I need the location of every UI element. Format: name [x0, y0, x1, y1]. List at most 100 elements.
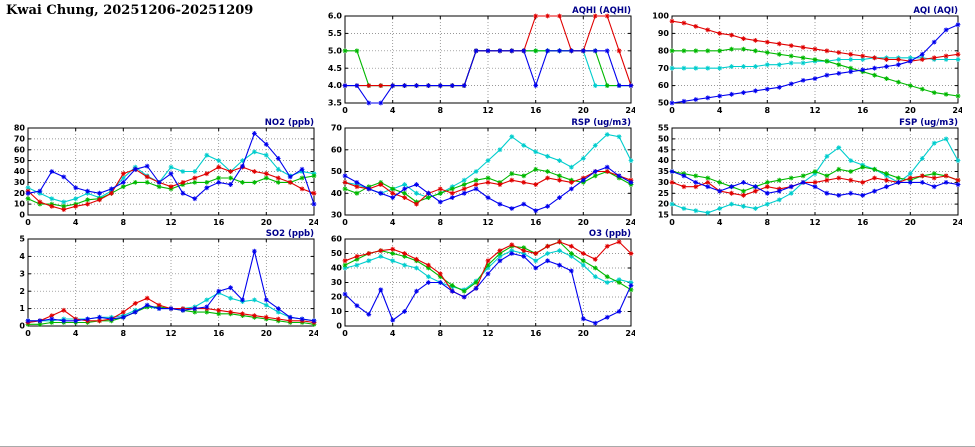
svg-text:70: 70 — [14, 135, 26, 144]
svg-text:40: 40 — [331, 264, 343, 273]
svg-text:8: 8 — [438, 329, 444, 338]
svg-text:30: 30 — [331, 211, 343, 220]
svg-text:12: 12 — [165, 218, 176, 227]
svg-text:8: 8 — [121, 218, 127, 227]
svg-text:16: 16 — [857, 106, 869, 115]
svg-text:10: 10 — [14, 200, 26, 209]
svg-text:20: 20 — [14, 189, 26, 198]
svg-text:4: 4 — [73, 329, 79, 338]
svg-text:4.5: 4.5 — [328, 64, 343, 73]
chart-fsp: 0 4 8 12 16 20 24 15 20 25 30 35 40 45 50 55 FSP (ug/m3) — [646, 116, 964, 230]
svg-text:24: 24 — [625, 106, 635, 115]
svg-text:20: 20 — [905, 106, 917, 115]
svg-text:1: 1 — [19, 304, 25, 313]
svg-text:24: 24 — [625, 329, 635, 338]
svg-text:24: 24 — [952, 218, 962, 227]
svg-text:20: 20 — [658, 200, 670, 209]
svg-text:40: 40 — [14, 167, 26, 176]
svg-text:20: 20 — [905, 218, 917, 227]
svg-text:30: 30 — [331, 278, 343, 287]
svg-text:80: 80 — [14, 124, 26, 133]
svg-text:35: 35 — [658, 167, 670, 176]
svg-text:FSP (ug/m3): FSP (ug/m3) — [899, 118, 958, 128]
svg-text:12: 12 — [165, 329, 176, 338]
chart-rsp: 0 4 8 12 16 20 24 30 40 50 60 70 RSP (ug/m3) — [319, 116, 637, 230]
svg-text:12: 12 — [809, 218, 820, 227]
svg-text:16: 16 — [213, 218, 225, 227]
svg-text:4: 4 — [390, 106, 396, 115]
svg-text:0: 0 — [342, 106, 348, 115]
svg-text:4: 4 — [390, 329, 396, 338]
svg-text:12: 12 — [482, 329, 493, 338]
svg-text:6.0: 6.0 — [328, 12, 343, 21]
svg-text:90: 90 — [658, 29, 670, 38]
svg-text:3.5: 3.5 — [328, 99, 343, 108]
svg-text:50: 50 — [658, 135, 670, 144]
svg-text:SO2 (ppb): SO2 (ppb) — [266, 229, 314, 239]
svg-text:40: 40 — [658, 156, 670, 165]
svg-text:4: 4 — [390, 218, 396, 227]
svg-text:45: 45 — [658, 145, 670, 154]
page-title: Kwai Chung, 20251206-20251209 — [6, 3, 254, 18]
svg-text:55: 55 — [658, 124, 670, 133]
svg-text:16: 16 — [857, 218, 869, 227]
svg-text:AQHI (AQHI): AQHI (AQHI) — [572, 6, 631, 16]
svg-text:50: 50 — [331, 167, 343, 176]
svg-text:16: 16 — [213, 329, 225, 338]
svg-text:60: 60 — [331, 235, 343, 244]
chart-no2: 0 4 8 12 16 20 24 0 10 20 30 40 50 60 70 80 NO2 (ppb) — [2, 116, 320, 230]
svg-text:20: 20 — [261, 218, 273, 227]
svg-text:RSP (ug/m3): RSP (ug/m3) — [571, 118, 631, 128]
svg-text:3: 3 — [19, 269, 25, 278]
svg-text:40: 40 — [331, 189, 343, 198]
svg-text:60: 60 — [658, 81, 670, 90]
svg-text:12: 12 — [809, 106, 820, 115]
svg-text:80: 80 — [658, 46, 670, 55]
svg-text:8: 8 — [438, 106, 444, 115]
svg-text:50: 50 — [658, 99, 670, 108]
svg-text:24: 24 — [308, 218, 318, 227]
svg-text:70: 70 — [331, 124, 343, 133]
svg-text:0: 0 — [669, 106, 675, 115]
chart-aqhi: 0 4 8 12 16 20 24 3.5 4.0 4.5 5.0 5.5 6.0 AQHI (AQHI) — [319, 4, 637, 118]
svg-text:24: 24 — [952, 106, 962, 115]
svg-text:60: 60 — [14, 145, 26, 154]
svg-text:100: 100 — [652, 12, 669, 21]
svg-text:70: 70 — [658, 64, 670, 73]
svg-text:20: 20 — [578, 329, 590, 338]
svg-text:16: 16 — [530, 106, 542, 115]
svg-text:20: 20 — [578, 218, 590, 227]
svg-text:5.5: 5.5 — [328, 29, 343, 38]
svg-text:5.0: 5.0 — [328, 46, 343, 55]
svg-text:12: 12 — [482, 218, 493, 227]
svg-text:24: 24 — [625, 218, 635, 227]
svg-text:4.0: 4.0 — [328, 81, 343, 90]
svg-text:0: 0 — [342, 329, 348, 338]
svg-text:NO2 (ppb): NO2 (ppb) — [265, 118, 314, 128]
svg-text:8: 8 — [438, 218, 444, 227]
svg-text:15: 15 — [658, 211, 670, 220]
svg-text:24: 24 — [308, 329, 318, 338]
chart-aqi: 0 4 8 12 16 20 24 50 60 70 80 90 100 AQI (AQI) — [646, 4, 964, 118]
svg-text:50: 50 — [331, 249, 343, 258]
svg-text:20: 20 — [261, 329, 273, 338]
svg-text:0: 0 — [669, 218, 675, 227]
svg-text:0: 0 — [25, 218, 31, 227]
svg-text:30: 30 — [658, 178, 670, 187]
svg-text:0: 0 — [19, 211, 25, 220]
svg-text:AQI (AQI): AQI (AQI) — [913, 6, 958, 16]
svg-text:2: 2 — [19, 287, 25, 296]
svg-text:16: 16 — [530, 329, 542, 338]
svg-text:10: 10 — [331, 307, 343, 316]
svg-text:12: 12 — [482, 106, 493, 115]
chart-so2: 0 4 8 12 16 20 24 0 1 2 3 4 5 SO2 (ppb) — [2, 227, 320, 341]
svg-text:0: 0 — [342, 218, 348, 227]
svg-text:25: 25 — [658, 189, 670, 198]
svg-text:4: 4 — [717, 218, 723, 227]
chart-o3: 0 4 8 12 16 20 24 0 10 20 30 40 50 60 O3 (ppb) — [319, 227, 637, 341]
svg-text:4: 4 — [19, 252, 25, 261]
svg-text:O3 (ppb): O3 (ppb) — [589, 229, 631, 239]
svg-text:8: 8 — [121, 329, 127, 338]
svg-text:60: 60 — [331, 145, 343, 154]
svg-text:0: 0 — [336, 322, 342, 331]
